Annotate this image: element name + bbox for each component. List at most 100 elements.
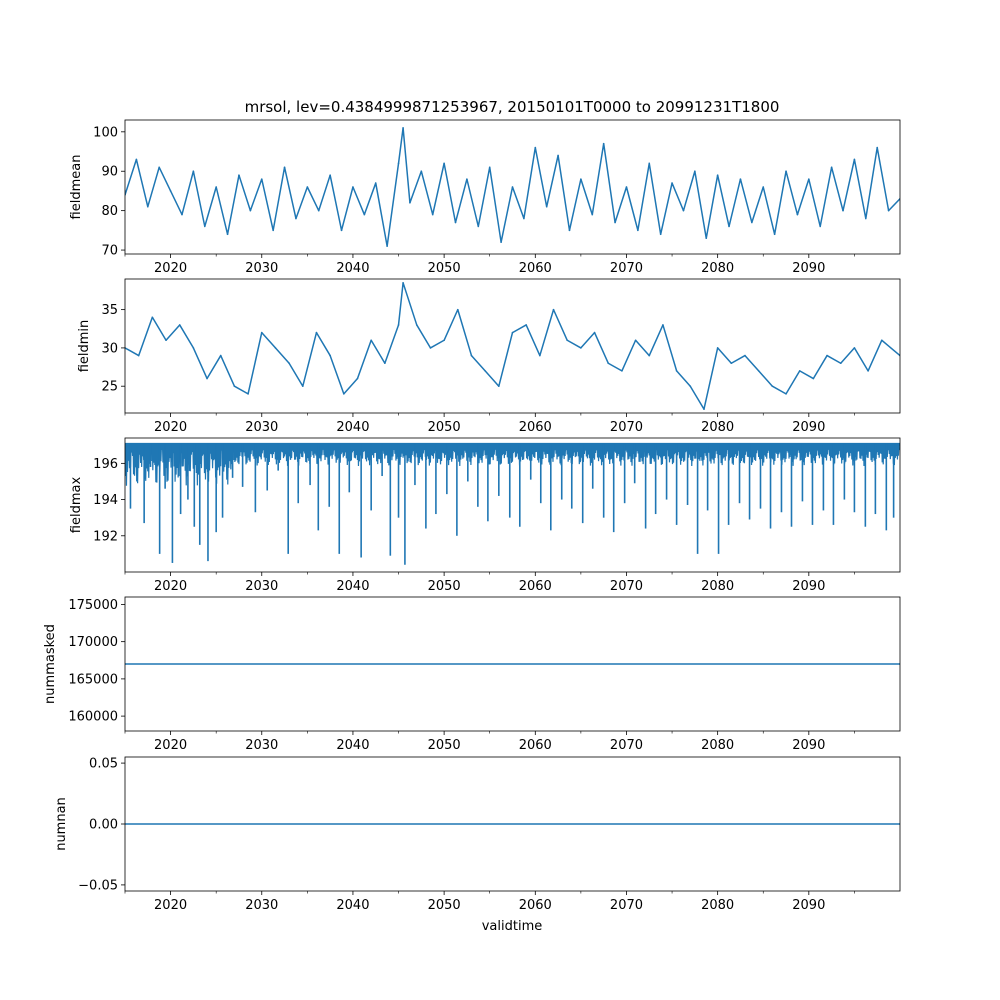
data-point-fieldmean <box>591 213 594 216</box>
y-tick-label: 100 <box>93 125 118 140</box>
data-point-fieldmin <box>580 347 582 349</box>
data-point-fieldmin <box>206 377 208 380</box>
data-point-fieldmin <box>566 339 569 342</box>
x-tick-label: 2020 <box>154 261 187 276</box>
y-tick-label: 175000 <box>68 598 118 613</box>
data-point-fieldmin <box>662 324 664 326</box>
data-point-fieldmean <box>511 186 514 188</box>
y-tick-label: 25 <box>101 380 118 395</box>
data-point-fieldmin <box>415 324 418 326</box>
data-point-fieldmin <box>484 370 486 372</box>
data-point-fieldmin <box>356 377 359 380</box>
y-tick-label: 160000 <box>68 710 118 725</box>
x-tick-label: 2040 <box>336 420 369 435</box>
x-tick-label: 2090 <box>792 579 825 594</box>
x-tick-label: 2020 <box>154 420 187 435</box>
data-point-fieldmean <box>694 170 696 173</box>
x-tick-label: 2080 <box>701 579 734 594</box>
data-point-fieldmean <box>249 209 252 212</box>
data-point-fieldmean <box>819 225 822 228</box>
x-tick-label: 2070 <box>610 261 643 276</box>
data-point-fieldmin <box>260 331 263 334</box>
data-point-fieldmean <box>477 225 480 228</box>
data-point-fieldmean <box>181 213 183 216</box>
x-tick-label: 2050 <box>428 261 461 276</box>
y-tick-label: 165000 <box>68 672 118 687</box>
data-point-fieldmin <box>301 385 304 388</box>
data-point-fieldmin <box>151 316 154 319</box>
x-tick-label: 2060 <box>519 420 552 435</box>
data-point-fieldmin <box>329 354 331 357</box>
data-point-fieldmean <box>158 166 160 169</box>
x-tick-label: 2050 <box>428 579 461 594</box>
data-point-fieldmean <box>500 241 502 243</box>
data-point-fieldmean <box>648 162 651 165</box>
data-point-fieldmean <box>238 174 240 176</box>
data-point-fieldmean <box>614 221 616 224</box>
data-point-fieldmin <box>785 393 787 395</box>
y-axis-label-nummasked: nummasked <box>43 624 58 704</box>
y-tick-label: 170000 <box>68 635 118 650</box>
x-tick-label: 2030 <box>245 579 278 594</box>
data-point-fieldmean <box>671 182 673 184</box>
data-point-fieldmin <box>716 347 719 349</box>
data-point-fieldmean <box>557 154 559 157</box>
axes-frame-nummasked <box>124 596 901 732</box>
y-tick-label: 80 <box>101 204 118 219</box>
data-point-fieldmean <box>716 174 719 176</box>
data-point-fieldmean <box>260 178 263 180</box>
data-point-fieldmean <box>602 142 605 145</box>
x-tick-label: 2070 <box>610 738 643 753</box>
x-tick-label: 2040 <box>336 738 369 753</box>
data-point-fieldmin <box>233 385 236 388</box>
data-point-fieldmean <box>580 178 582 180</box>
x-tick-label: 2040 <box>336 898 369 913</box>
data-point-fieldmin <box>621 370 623 372</box>
subplot-numnan: 2020 2030 2040 2050 2060 2070 2080 2090 −0.05 0.0… <box>54 757 901 913</box>
y-tick-label: 192 <box>93 529 118 544</box>
data-point-fieldmin <box>165 339 167 342</box>
y-axis-label-fieldmax: fieldmax <box>69 477 84 534</box>
data-point-fieldmin <box>539 354 541 357</box>
data-point-fieldmin <box>498 385 500 388</box>
data-point-fieldmin <box>178 324 181 326</box>
data-point-fieldmin <box>798 370 801 372</box>
data-point-fieldmin <box>839 362 842 365</box>
data-point-fieldmean <box>762 186 765 188</box>
data-point-fieldmin <box>703 408 705 410</box>
data-point-fieldmean <box>625 186 628 188</box>
data-point-fieldmean <box>659 233 662 236</box>
data-point-fieldmin <box>730 362 733 365</box>
x-tick-label: 2030 <box>245 738 278 753</box>
data-point-fieldmin <box>552 308 555 311</box>
subplot-fieldmax: 2020 2030 2040 2050 2060 2070 2080 2090 192 194 19… <box>69 437 901 594</box>
data-point-fieldmean <box>317 209 320 212</box>
data-point-fieldmin <box>634 339 637 342</box>
data-point-fieldmin <box>744 354 746 357</box>
data-point-fieldmean <box>409 201 411 204</box>
x-tick-label: 2070 <box>610 420 643 435</box>
data-point-fieldmin <box>826 354 828 357</box>
x-axis-label: validtime <box>482 919 543 934</box>
x-tick-label: 2080 <box>701 898 734 913</box>
data-point-fieldmean <box>808 178 810 180</box>
data-point-fieldmean <box>135 158 138 161</box>
data-point-fieldmin <box>443 339 445 342</box>
plot-area-numnan <box>125 823 900 825</box>
data-point-fieldmean <box>887 209 890 212</box>
data-point-fieldmin <box>370 339 372 342</box>
data-point-fieldmin <box>219 354 222 357</box>
data-point-fieldmin <box>247 393 249 395</box>
x-tick-label: 2090 <box>792 420 825 435</box>
series-line-fieldmin <box>125 282 900 410</box>
x-tick-label: 2080 <box>701 420 734 435</box>
y-tick-label: −0.05 <box>78 878 118 893</box>
data-point-fieldmean <box>295 217 297 220</box>
x-tick-label: 2060 <box>519 898 552 913</box>
data-point-fieldmin <box>384 362 386 365</box>
data-point-fieldmin <box>880 339 883 342</box>
x-tick-label: 2020 <box>154 579 187 594</box>
data-point-fieldmean <box>420 170 423 173</box>
data-point-fieldmean <box>226 233 229 236</box>
